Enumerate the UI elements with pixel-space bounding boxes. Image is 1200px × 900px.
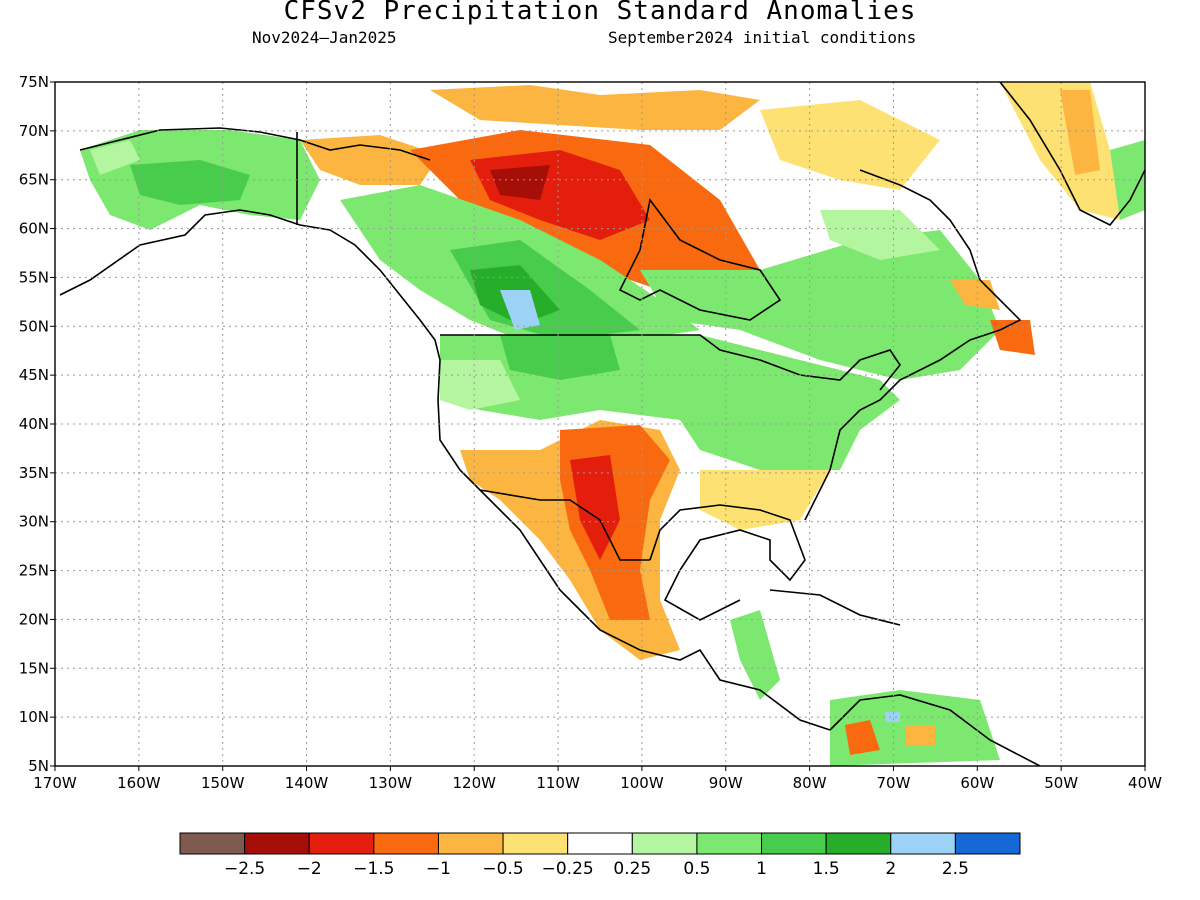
latitude-tick-label: 65N: [19, 171, 49, 189]
longitude-tick-label: 130W: [369, 774, 413, 792]
coastline-gulf: [649, 504, 806, 621]
colorbar-swatch: [890, 832, 956, 855]
colorbar-label: −1: [426, 859, 451, 879]
anomaly-region-greenland-wet: [1110, 140, 1145, 220]
coastline-pacific-us: [437, 399, 831, 731]
colorbar: −2.5 −2 −1.5 −1 −0.5 −0.25 0.25 0.5 1 1.5 2 2.5: [179, 832, 1021, 879]
anomaly-region-alaska-core: [130, 160, 250, 205]
longitude-tick-label: 70W: [877, 774, 911, 792]
anomaly-region-eastern-canada: [640, 230, 1000, 380]
longitude-tick-label: 40W: [1128, 774, 1162, 792]
anomaly-region-montana-core: [500, 335, 620, 380]
longitude-tick-label: 170W: [33, 774, 77, 792]
anomaly-region-alberta-max: [500, 290, 540, 330]
longitude-tick-label: 140W: [285, 774, 329, 792]
latitude-tick-label: 20N: [19, 610, 49, 628]
coastline-greenland: [999, 82, 1145, 227]
anomaly-region-alaska-light: [90, 140, 140, 175]
latitude-tick-label: 25N: [19, 562, 49, 580]
latitude-tick-label: 55N: [19, 268, 49, 286]
latitude-tick-label: 30N: [19, 513, 49, 531]
colorbar-label: 0.25: [613, 859, 651, 879]
colorbar-swatch: [308, 832, 375, 855]
longitude-tick-label: 160W: [117, 774, 161, 792]
coastline-alaska: [59, 209, 441, 401]
forecast-period: Nov2024–Jan2025: [252, 28, 397, 47]
longitude-tick-label: 60W: [960, 774, 994, 792]
anomaly-region-venezuela-dry: [905, 725, 935, 745]
latitude-tick-label: 35N: [19, 464, 49, 482]
anomaly-region-prairies-core: [450, 240, 640, 340]
colorbar-swatch: [567, 832, 633, 855]
anomaly-field: [55, 82, 1145, 766]
latitude-tick-label: 10N: [19, 708, 49, 726]
latitude-tick-label: 75N: [19, 73, 49, 91]
colorbar-label: −0.5: [482, 859, 523, 879]
longitude-labels: 170W 160W 150W 140W 130W 120W 110W 100W 90W 80W 70…: [33, 766, 1162, 792]
coastline-hudson-bay: [618, 198, 782, 321]
colorbar-swatch: [761, 832, 827, 855]
coastline-south-america: [829, 694, 1041, 766]
latitude-tick-label: 5N: [28, 757, 49, 775]
anomaly-region-southeast: [700, 470, 830, 530]
colorbar-swatch: [696, 832, 763, 855]
colorbar-swatch: [244, 832, 310, 855]
colorbar-label: 1.5: [813, 859, 840, 879]
anomaly-region-baffin: [760, 100, 940, 190]
colorbar-label: −2: [297, 859, 322, 879]
colorbar-label: −2.5: [224, 859, 265, 879]
coastline-atlantic: [804, 169, 1022, 521]
colorbar-label: 1: [756, 859, 767, 879]
longitude-tick-label: 110W: [536, 774, 580, 792]
longitude-tick-label: 80W: [793, 774, 827, 792]
longitude-tick-label: 50W: [1044, 774, 1078, 792]
border-us-canada: [440, 334, 901, 391]
latitude-tick-label: 40N: [19, 415, 49, 433]
colorbar-label: 2: [885, 859, 896, 879]
coastline-cuba: [769, 589, 901, 626]
anomaly-region-central-america: [730, 610, 780, 700]
latitude-tick-label: 60N: [19, 220, 49, 238]
colorbar-label: 2.5: [942, 859, 969, 879]
colorbar-label: −0.25: [542, 859, 594, 879]
map-title: CFSv2 Precipitation Standard Anomalies: [283, 0, 917, 26]
anomaly-region-colombia-dry: [845, 720, 880, 755]
colorbar-label: 0.5: [683, 859, 710, 879]
coastline-alaska-north: [79, 127, 431, 161]
anomaly-region-arctic-islands: [430, 85, 760, 130]
latitude-tick-label: 15N: [19, 659, 49, 677]
colorbar-swatch: [954, 832, 1021, 855]
anomaly-region-lake-maracaibo: [885, 712, 900, 722]
colorbar-swatch: [437, 832, 504, 855]
lat-lon-grid: [55, 82, 1145, 766]
colorbar-swatch: [631, 832, 698, 855]
colorbar-swatch: [502, 832, 569, 855]
border-us-mexico: [479, 489, 650, 561]
anomaly-region-northwest-light: [440, 360, 520, 410]
anomaly-region-yukon-dry: [300, 135, 440, 185]
longitude-tick-label: 150W: [201, 774, 245, 792]
latitude-tick-label: 70N: [19, 122, 49, 140]
longitude-tick-label: 100W: [620, 774, 664, 792]
coastlines: [59, 82, 1145, 766]
colorbar-label: −1.5: [353, 859, 394, 879]
longitude-tick-label: 120W: [452, 774, 496, 792]
latitude-labels: 5N 10N 15N 20N 25N 30N 35N 40N 45N 50N 55N 60N 65N 70…: [19, 73, 55, 775]
anomaly-region-greenland-core: [1060, 90, 1100, 175]
colorbar-swatch: [179, 832, 246, 855]
colorbar-swatch: [825, 832, 892, 855]
anomaly-region-nunavut-max: [490, 165, 550, 200]
anomaly-region-quebec-light: [820, 210, 940, 260]
latitude-tick-label: 45N: [19, 366, 49, 384]
longitude-tick-label: 90W: [709, 774, 743, 792]
initial-conditions: September2024 initial conditions: [608, 28, 917, 47]
colorbar-swatch: [373, 832, 439, 855]
latitude-tick-label: 50N: [19, 317, 49, 335]
